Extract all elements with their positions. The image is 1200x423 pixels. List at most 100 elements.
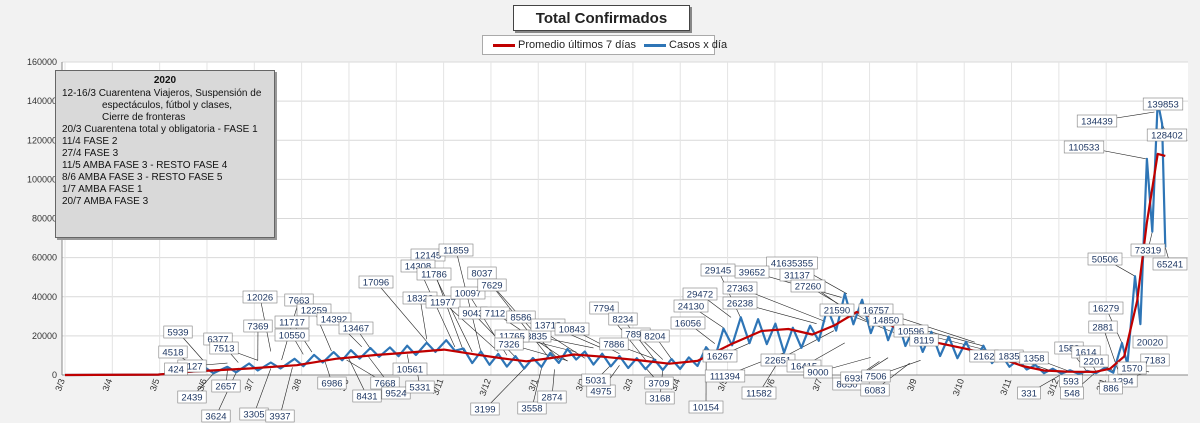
data-label: 424 [168,365,184,376]
legend-label-casos: Casos x día [669,39,728,51]
data-label: 73319 [1135,246,1161,257]
data-label: 21590 [824,306,850,317]
data-label: 8850 [836,380,857,391]
data-label-box [242,290,278,304]
data-label: 9000 [807,368,828,379]
y-tick-label: 160000 [27,57,57,67]
x-tick-label: 3/12 [477,377,492,397]
legend: Promedio últimos 7 días Casos x día [482,35,727,55]
data-label-leader [253,368,272,415]
data-label-box [645,391,675,405]
y-tick-label: 0 [52,370,57,380]
series-line-promedio [64,152,1166,377]
data-label: 17096 [363,278,389,289]
data-label: 13835 [521,332,547,343]
data-label-box [211,379,241,393]
data-label: 7112 [485,309,505,320]
data-label: 3937 [269,412,290,423]
data-label-box [673,299,709,313]
data-label: 8586 [510,313,531,324]
data-label: 27260 [795,282,821,293]
data-label: 331 [1021,389,1037,400]
data-label-leader [279,367,293,417]
data-label: 2201 [1083,357,1104,368]
data-label: 3199 [474,405,495,416]
data-label-box [1060,386,1084,400]
data-label-leader [433,273,473,353]
data-label: 7369 [247,322,268,333]
annotation-line: 27/4 FASE 3 [62,148,119,159]
data-label: 2881 [1092,323,1113,334]
data-label: 7663 [288,296,309,307]
y-tick-label: 80000 [32,214,57,224]
data-label-box [581,373,611,387]
data-label: 1589 [1058,344,1079,355]
x-tick-label: 3/7 [243,377,257,392]
data-label-box [1099,381,1123,395]
data-label: 4518 [162,348,183,359]
x-tick-label: 3/9 [905,377,919,392]
data-label: 8431 [356,392,377,403]
annotation-line: 20/7 AMBA FASE 3 [62,196,149,207]
data-label: 2439 [181,393,202,404]
data-label: 31137 [784,271,810,282]
y-tick-label: 20000 [32,331,57,341]
data-label: 548 [1064,389,1080,400]
data-label-box [1142,97,1184,111]
data-label: 12259 [301,306,327,317]
data-label-box [704,369,746,383]
data-label: 5331 [409,383,430,394]
data-label-box [1017,386,1041,400]
data-label: 39652 [739,268,765,279]
data-label-leader [455,249,482,352]
data-label: 1614 [1075,348,1096,359]
data-label-box [392,362,428,376]
data-label-box [1140,353,1170,367]
legend-swatch-casos [644,43,666,47]
data-label-box [1152,257,1188,271]
data-label-box [158,345,188,359]
data-label: 11786 [421,270,447,281]
data-label: 1835 [998,352,1019,363]
data-label: 3305 [243,410,264,421]
data-label: 111394 [710,372,740,383]
data-label-box [1079,354,1109,368]
data-label-box [803,365,833,379]
legend-entry-promedio: Promedio últimos 7 días [493,39,636,51]
legend-label-promedio: Promedio últimos 7 días [518,39,636,51]
data-label: 11582 [746,389,772,400]
data-label: 3709 [648,379,669,390]
data-label-box [477,278,507,292]
x-tick-label: 3/3 [621,377,635,392]
data-label: 22651 [765,356,791,367]
data-label: 8037 [471,269,492,280]
data-label-box [1063,140,1105,154]
y-tick-label: 140000 [27,96,57,106]
data-label: 9524 [385,389,406,400]
data-label: 50506 [1092,255,1118,266]
legend-entry-casos: Casos x día [644,39,727,51]
data-label-box [670,316,706,330]
data-label-box [450,286,486,300]
annotation-line: 8/6 AMBA FASE 3 - RESTO FASE 5 [62,172,223,183]
data-label: 12026 [247,293,273,304]
x-tick-label: 3/4 [101,377,115,392]
data-label-box [909,333,939,347]
data-label-box [274,315,310,329]
data-label: 14850 [873,316,899,327]
data-label: 24130 [678,302,704,313]
data-label-box [700,263,736,277]
data-label: 4975 [590,387,611,398]
data-label: 14392 [321,315,347,326]
data-label: 7183 [1144,356,1165,367]
data-label-box [209,341,239,355]
data-label-box [819,303,855,317]
x-tick-label: 3/3 [53,377,67,392]
data-label-box [405,380,435,394]
data-label-box [861,369,891,383]
data-label: 128402 [1151,131,1183,142]
data-label: 3558 [521,404,542,415]
data-label: 10550 [279,331,305,342]
x-tick-label: 3/1 [526,377,540,392]
data-label: 16757 [863,306,889,317]
